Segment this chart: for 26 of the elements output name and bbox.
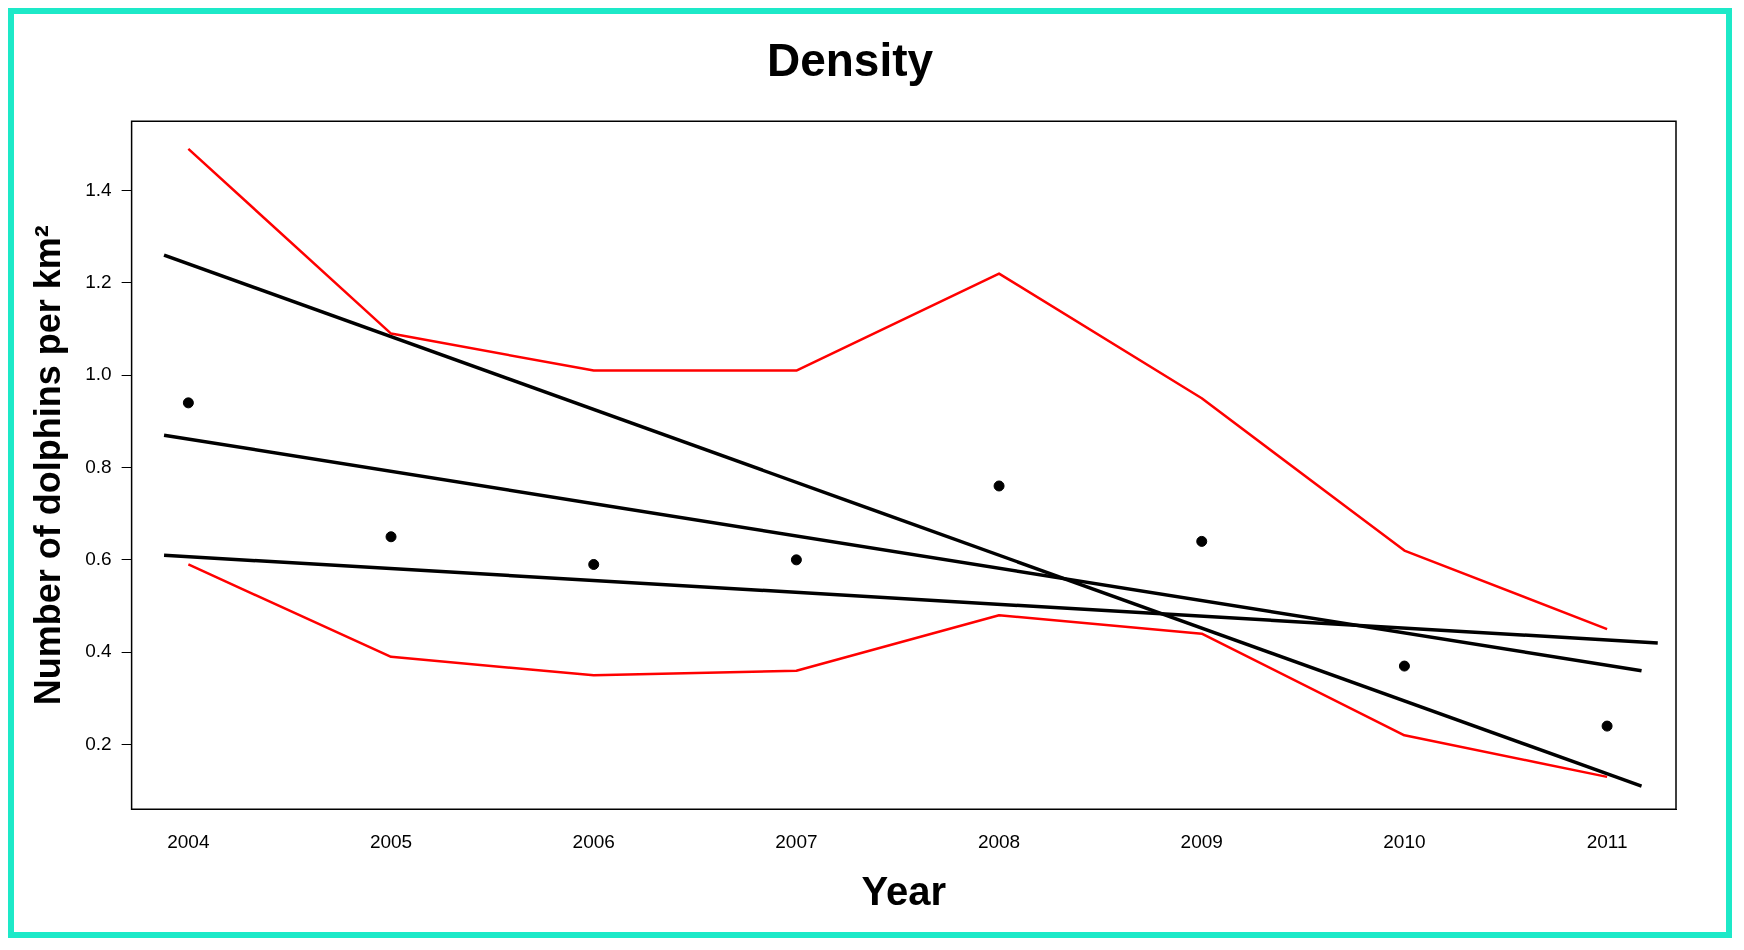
point <box>790 554 802 566</box>
x-tick-label: 2004 <box>167 830 210 852</box>
y-tick-label: 1.2 <box>85 271 112 293</box>
x-tick-label: 2006 <box>572 830 615 852</box>
x-tick-label: 2007 <box>775 830 818 852</box>
x-tick-label: 2005 <box>369 830 413 852</box>
y-tick-label: 0.8 <box>85 455 112 477</box>
point <box>993 480 1005 492</box>
point <box>1601 720 1613 732</box>
y-tick-label: 1.4 <box>85 178 113 200</box>
chart-title: Density <box>766 34 934 87</box>
x-tick-label: 2009 <box>1180 830 1223 852</box>
point <box>182 397 194 409</box>
point <box>588 558 600 570</box>
point <box>385 531 397 543</box>
point <box>1398 660 1410 672</box>
y-tick-label: 0.6 <box>85 548 112 570</box>
x-tick-label: 2008 <box>977 830 1021 852</box>
x-axis-title: Year <box>861 869 947 914</box>
y-axis-title: Number of dolphins per km² <box>26 225 68 706</box>
y-tick-label: 0.2 <box>85 732 112 754</box>
x-tick-label: 2010 <box>1383 830 1426 852</box>
x-tick-label: 2011 <box>1586 830 1628 852</box>
y-tick-label: 1.0 <box>85 363 112 385</box>
y-tick-label: 0.4 <box>85 640 113 662</box>
point <box>1196 535 1208 547</box>
